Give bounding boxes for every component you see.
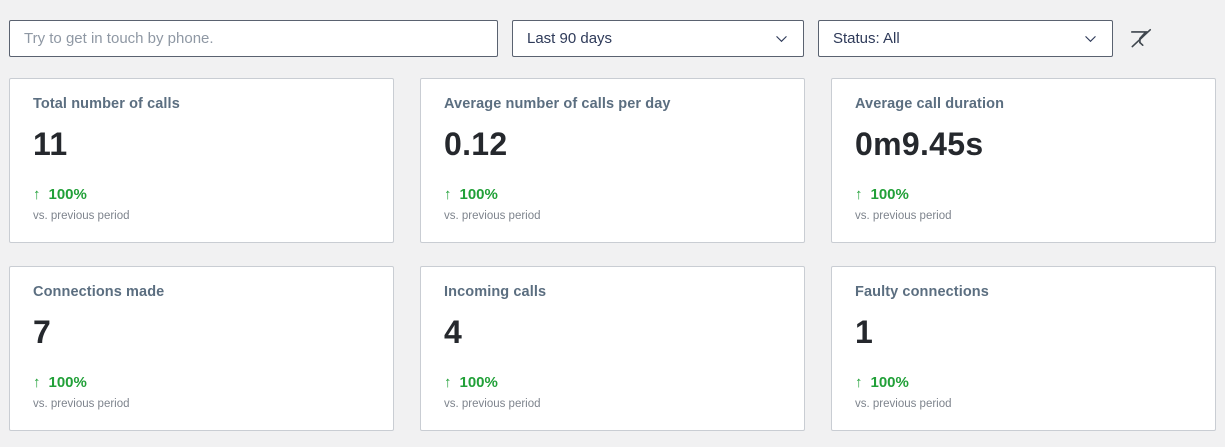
up-arrow-icon: ↑ [855,374,863,391]
stat-card-value: 11 [33,126,68,162]
stat-card-value: 4 [444,314,463,350]
date-range-select[interactable]: Last 90 days [512,20,804,57]
stat-card-title: Average call duration [855,96,1005,112]
stat-card-value: 1 [855,314,874,350]
date-range-value: Last 90 days [527,30,613,47]
stat-card-value: 0.12 [444,126,508,162]
stat-card-delta: ↑ 100% [855,186,1192,203]
stat-card-delta-value: 100% [48,374,87,391]
stat-card-title: Faulty connections [855,284,989,300]
filters-toolbar: Last 90 days Status: All [9,20,1216,57]
stat-card-title: Connections made [33,284,165,300]
stat-card-faulty-connections: Faulty connections 1 ↑ 100% vs. previous… [831,266,1216,431]
stat-card-value: 0m9.45s [855,126,984,162]
stats-cards-grid: Total number of calls 11 ↑ 100% vs. prev… [9,78,1216,431]
stat-card-delta-value: 100% [459,186,498,203]
stat-card-delta: ↑ 100% [33,374,370,391]
up-arrow-icon: ↑ [444,374,452,391]
stat-card-title: Total number of calls [33,96,180,112]
stat-card-delta-value: 100% [870,374,909,391]
up-arrow-icon: ↑ [855,186,863,203]
stat-card-delta-value: 100% [870,186,909,203]
stat-card-incoming-calls: Incoming calls 4 ↑ 100% vs. previous per… [420,266,805,431]
stat-card-caption: vs. previous period [33,210,130,222]
status-select[interactable]: Status: All [818,20,1113,57]
search-input[interactable] [9,20,498,57]
stat-card-title: Average number of calls per day [444,96,671,112]
stat-card-delta: ↑ 100% [444,186,781,203]
stat-card-delta: ↑ 100% [855,374,1192,391]
stat-card-connections-made: Connections made 7 ↑ 100% vs. previous p… [9,266,394,431]
clear-filters-button[interactable] [1124,22,1158,56]
stat-card-caption: vs. previous period [855,210,952,222]
chevron-down-icon [776,35,787,43]
stat-card-delta: ↑ 100% [444,374,781,391]
stat-card-caption: vs. previous period [444,210,541,222]
up-arrow-icon: ↑ [33,374,41,391]
stat-card-delta: ↑ 100% [33,186,370,203]
status-value: Status: All [833,30,900,47]
stat-card-caption: vs. previous period [33,398,130,410]
stat-card-title: Incoming calls [444,284,547,300]
chevron-down-icon [1085,35,1096,43]
stat-card-delta-value: 100% [48,186,87,203]
filter-off-icon [1130,28,1152,47]
stat-card-avg-call-duration: Average call duration 0m9.45s ↑ 100% vs.… [831,78,1216,243]
stat-card-avg-calls-per-day: Average number of calls per day 0.12 ↑ 1… [420,78,805,243]
up-arrow-icon: ↑ [33,186,41,203]
stat-card-value: 7 [33,314,52,350]
stat-card-delta-value: 100% [459,374,498,391]
stat-card-total-calls: Total number of calls 11 ↑ 100% vs. prev… [9,78,394,243]
up-arrow-icon: ↑ [444,186,452,203]
stat-card-caption: vs. previous period [444,398,541,410]
stat-card-caption: vs. previous period [855,398,952,410]
